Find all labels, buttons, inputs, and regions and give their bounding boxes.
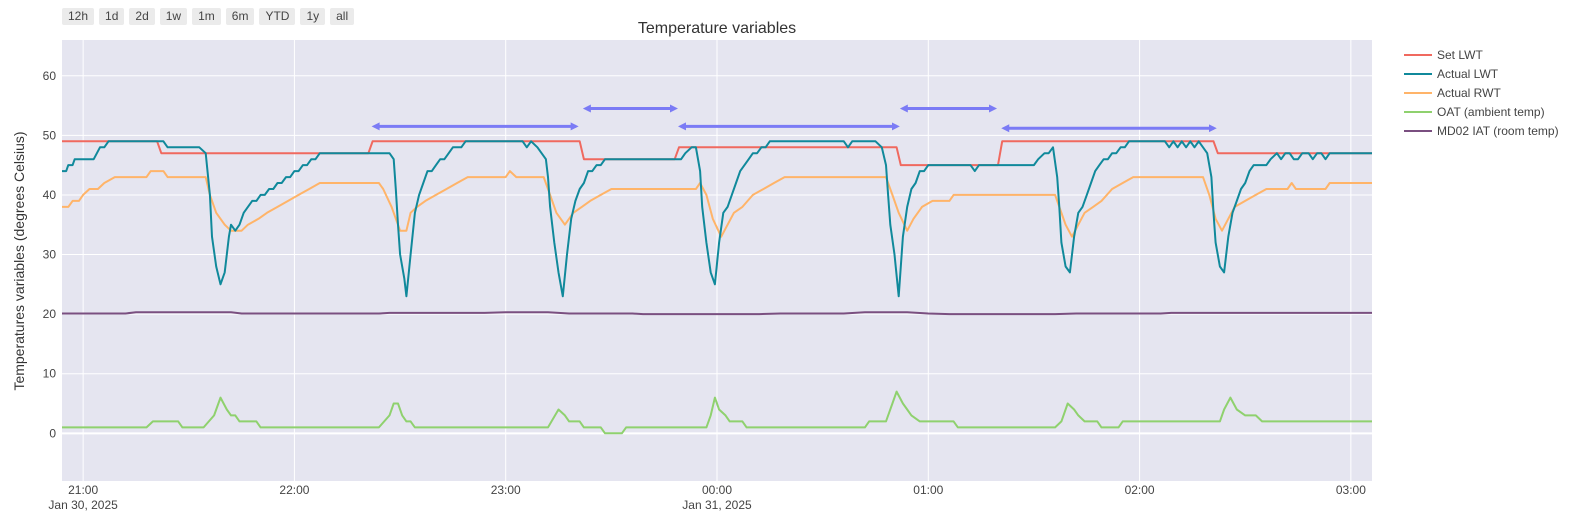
y-tick-label: 50 <box>43 128 57 142</box>
x-tick-label: 02:00 <box>1125 483 1155 497</box>
x-date-label: Jan 31, 2025 <box>682 498 752 512</box>
x-date-label: Jan 30, 2025 <box>48 498 118 512</box>
series-line-oat-ambient-temp <box>62 390 1372 435</box>
series-line-actual-lwt <box>62 140 1372 298</box>
y-axis-label: Temperatures variables (degrees Celsius) <box>11 131 27 390</box>
legend-label: Set LWT <box>1437 48 1483 62</box>
x-tick-label: 22:00 <box>279 483 309 497</box>
range-button-6m[interactable]: 6m <box>225 8 255 25</box>
series-layer <box>62 140 1372 435</box>
x-tick-label: 03:00 <box>1336 483 1366 497</box>
y-tick-label: 20 <box>43 307 57 321</box>
y-tick-label: 30 <box>43 248 57 262</box>
y-tick-label: 10 <box>43 367 57 381</box>
legend-label: Actual RWT <box>1437 86 1501 100</box>
range-button-1y[interactable]: 1y <box>300 8 326 25</box>
legend-label: Actual LWT <box>1437 67 1499 81</box>
x-tick-label: 01:00 <box>913 483 943 497</box>
x-axis-ticks: 21:00 22:00 23:00 00:00 01:00 02:00 03:00 Jan 3… <box>48 483 1366 512</box>
y-tick-label: 40 <box>43 188 57 202</box>
range-button-12h[interactable]: 12h <box>62 8 95 25</box>
y-axis-ticks: 0 10 20 30 40 50 60 <box>43 69 57 441</box>
range-button-1m[interactable]: 1m <box>192 8 221 25</box>
annotation-arrows <box>371 104 1217 133</box>
range-button-1w[interactable]: 1w <box>159 8 188 25</box>
x-tick-label: 00:00 <box>702 483 732 497</box>
series-line-md02-iat-room-temp <box>62 311 1372 316</box>
x-gridlines <box>82 40 1352 481</box>
chart-title: Temperature variables <box>638 20 796 37</box>
x-tick-label: 21:00 <box>68 483 98 497</box>
range-button-ytd[interactable]: YTD <box>259 8 296 25</box>
y-tick-label: 60 <box>43 69 57 83</box>
range-selector: 12h 1d 2d 1w 1m 6m YTD 1y all <box>62 8 355 25</box>
legend-label: OAT (ambient temp) <box>1437 105 1545 119</box>
range-button-all[interactable]: all <box>330 8 355 25</box>
legend: Set LWT Actual LWT Actual RWT OAT (ambient … <box>1404 48 1559 138</box>
x-tick-label: 23:00 <box>491 483 521 497</box>
legend-label: MD02 IAT (room temp) <box>1437 124 1559 138</box>
series-line-actual-rwt <box>62 170 1372 238</box>
range-button-1d[interactable]: 1d <box>99 8 125 25</box>
range-button-2d[interactable]: 2d <box>129 8 155 25</box>
y-tick-label: 0 <box>49 426 56 440</box>
